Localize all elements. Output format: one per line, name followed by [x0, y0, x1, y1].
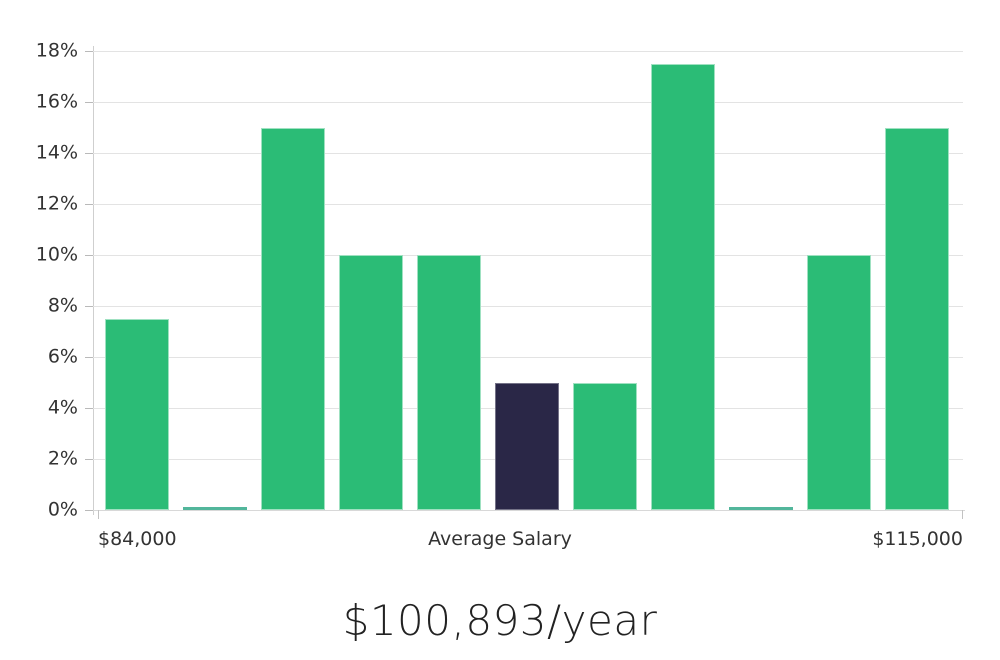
y-axis-label-16: 16%	[35, 90, 78, 113]
bar[interactable]	[495, 382, 559, 510]
y-axis-tick-18	[85, 51, 93, 52]
y-axis-label-14: 14%	[35, 141, 78, 164]
gridline-12	[93, 204, 963, 205]
gridline-18	[93, 51, 963, 52]
x-axis-line	[93, 510, 965, 511]
y-axis-label-2: 2%	[47, 447, 78, 470]
x-axis-label-min: $84,000	[98, 528, 177, 550]
bar-series	[93, 51, 963, 510]
y-axis-label-0: 0%	[47, 498, 78, 521]
y-axis-tick-4	[85, 408, 93, 409]
bar[interactable]	[105, 318, 169, 510]
bar[interactable]	[651, 63, 715, 510]
average-salary-value: $100,893/year	[342, 596, 658, 645]
bar[interactable]	[417, 255, 481, 510]
gridline-14	[93, 153, 963, 154]
bar[interactable]	[183, 507, 247, 510]
y-axis-tick-0	[85, 510, 93, 511]
plot-area	[93, 51, 963, 511]
y-axis-label-4: 4%	[47, 396, 78, 419]
y-axis-label-6: 6%	[47, 345, 78, 368]
bar[interactable]	[885, 127, 949, 510]
y-axis-label-8: 8%	[47, 294, 78, 317]
y-axis-tick-2	[85, 459, 93, 460]
bar[interactable]	[573, 382, 637, 510]
y-axis-label-12: 12%	[35, 192, 78, 215]
bar[interactable]	[807, 255, 871, 510]
bar[interactable]	[729, 507, 793, 510]
gridline-8	[93, 306, 963, 307]
y-axis-tick-10	[85, 255, 93, 256]
x-axis-tick-left	[98, 510, 99, 519]
y-axis-tick-6	[85, 357, 93, 358]
bar[interactable]	[339, 255, 403, 510]
y-axis-tick-8	[85, 306, 93, 307]
gridline-10	[93, 255, 963, 256]
y-axis-tick-12	[85, 204, 93, 205]
y-axis-tick-14	[85, 153, 93, 154]
gridline-16	[93, 102, 963, 103]
x-axis-title: Average Salary	[428, 528, 572, 550]
y-axis-tick-16	[85, 102, 93, 103]
x-axis-tick-right	[962, 510, 963, 519]
gridline-6	[93, 357, 963, 358]
y-axis-label-18: 18%	[35, 39, 78, 62]
y-axis-label-10: 10%	[35, 243, 78, 266]
y-axis-line	[93, 46, 94, 515]
x-axis-label-max: $115,000	[872, 528, 963, 550]
bar[interactable]	[261, 127, 325, 510]
